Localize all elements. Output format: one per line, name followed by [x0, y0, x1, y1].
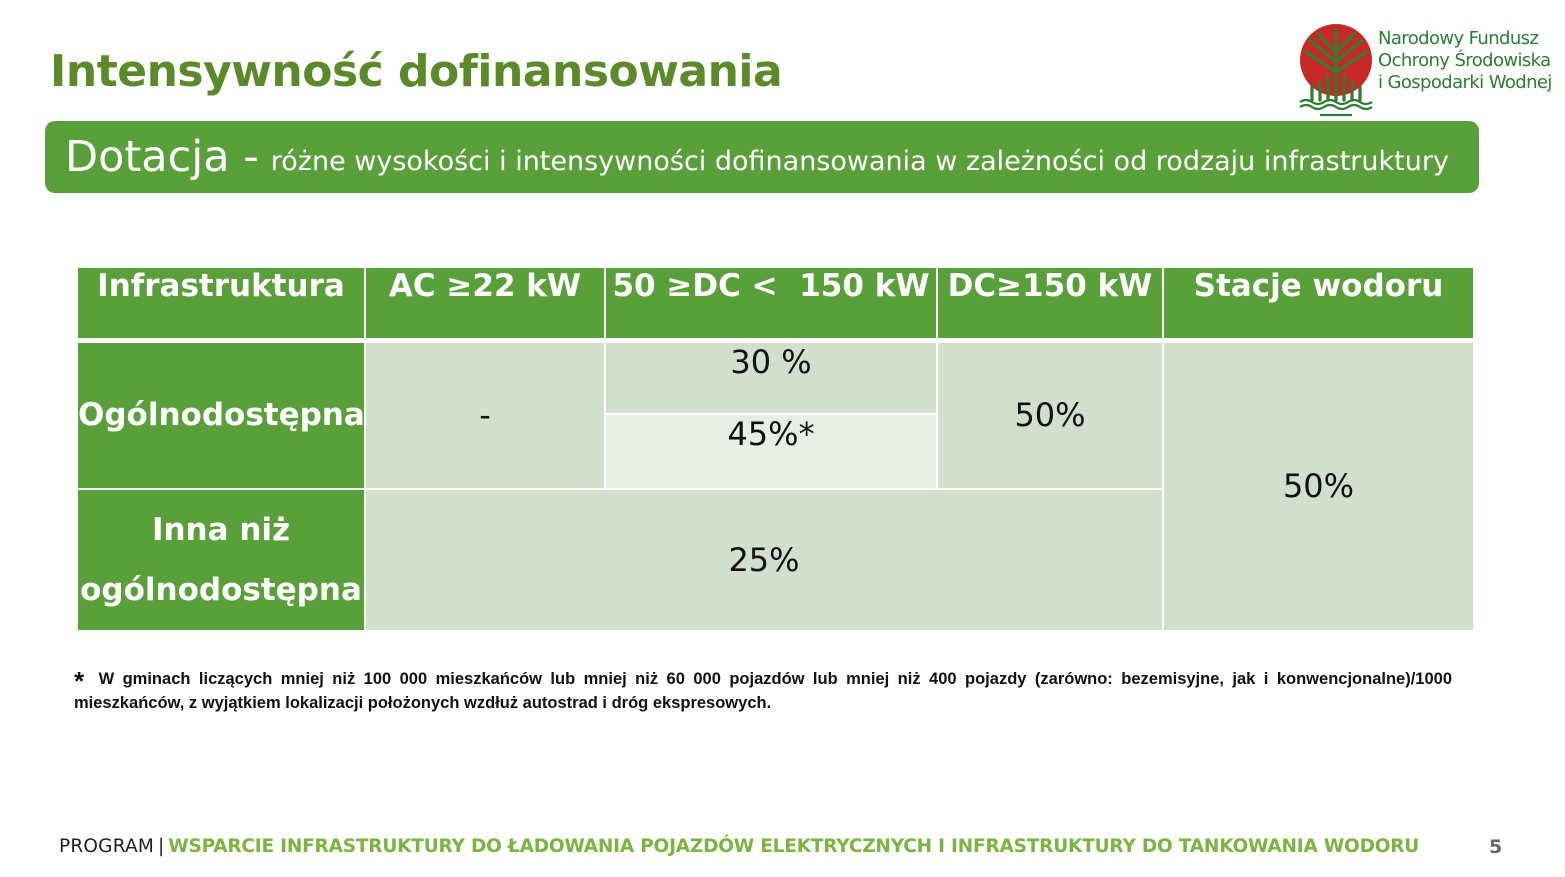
row-header-line: Inna niż — [151, 512, 291, 548]
cell-ac-public: - — [365, 340, 606, 490]
footnote: * W gminach liczących mniej niż 100 000 … — [74, 668, 1452, 714]
banner-subtitle: różne wysokości i intensywności dofinans… — [270, 145, 1449, 177]
column-header: 50 ≥DC < 150 kW — [605, 268, 938, 343]
table-row: Ogólnodostępna - 30 % 50% 50% — [78, 340, 1473, 630]
subsidy-banner: Dotacja - różne wysokości i intensywnośc… — [45, 121, 1479, 193]
logo-line: Narodowy Fundusz — [1378, 28, 1539, 49]
table-header-row: Infrastruktura AC ≥22 kW 50 ≥DC < 150 kW… — [78, 268, 1473, 343]
column-header: DC≥150 kW — [937, 268, 1164, 343]
page-number: 5 — [1489, 836, 1503, 858]
cell-hydrogen: 50% — [1163, 340, 1473, 630]
cell-non-public: 25% — [365, 489, 1164, 630]
footer: PROGRAM | WSPARCIE INFRASTRUKTURY DO ŁADOW… — [59, 836, 1419, 857]
footer-program-label: PROGRAM — [59, 836, 155, 857]
page-title: Intensywność dofinansowania — [50, 46, 783, 97]
cell-dc-high-public: 50% — [937, 340, 1164, 490]
table-row: 45%* — [78, 414, 1473, 490]
footer-program-name: WSPARCIE INFRASTRUKTURY DO ŁADOWANIA POJ… — [168, 836, 1420, 857]
banner-title: Dotacja - — [65, 132, 259, 182]
footer-separator: | — [158, 836, 165, 857]
funding-intensity-table: Infrastruktura AC ≥22 kW 50 ≥DC < 150 kW… — [78, 268, 1473, 630]
footnote-marker: * — [74, 666, 85, 696]
logo-line: i Gospodarki Wodnej — [1378, 72, 1552, 93]
logo-emblem-icon — [1299, 24, 1373, 117]
nfosigw-logo: Narodowy Fundusz Ochrony Środowiska i Go… — [1298, 22, 1552, 122]
logo-text: Narodowy Fundusz Ochrony Środowiska i Go… — [1378, 28, 1552, 94]
row-header-line: ogólnodostępna — [80, 572, 362, 608]
row-header-non-public: Inna niż ogólnodostępna — [78, 489, 366, 630]
logo-line: Ochrony Środowiska — [1378, 50, 1551, 71]
cell-dc-mid-small-municipality: 45%* — [605, 414, 938, 490]
row-header-public: Ogólnodostępna — [78, 340, 366, 490]
cell-dc-mid-standard: 30 % — [605, 340, 938, 415]
table-row: Inna niż ogólnodostępna 25% — [78, 489, 1473, 630]
column-header: Stacje wodoru — [1163, 268, 1473, 343]
footnote-text: W gminach liczących mniej niż 100 000 mi… — [74, 670, 1452, 712]
column-header: Infrastruktura — [78, 268, 366, 343]
column-header: AC ≥22 kW — [365, 268, 606, 343]
